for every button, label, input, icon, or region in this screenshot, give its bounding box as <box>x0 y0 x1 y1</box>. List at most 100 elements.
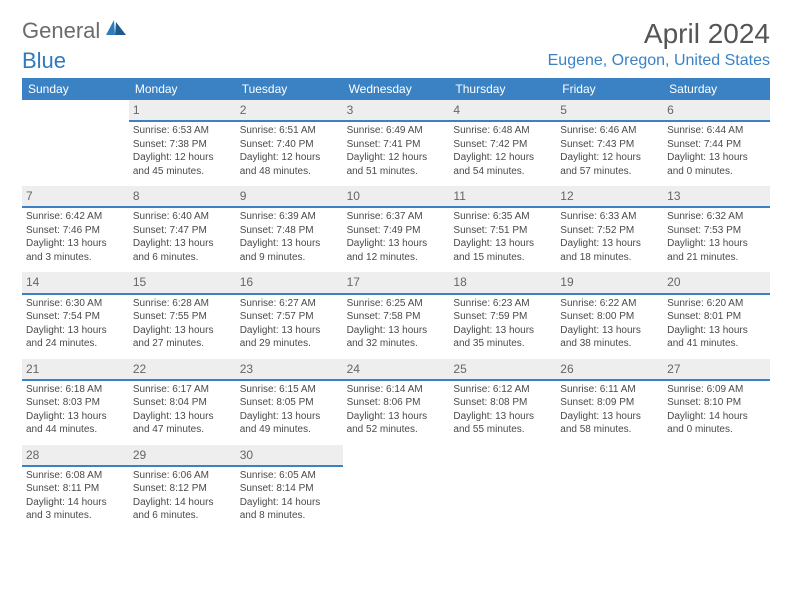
date-number: 11 <box>449 186 556 208</box>
daylight-line: Daylight: 12 hours and 48 minutes. <box>240 151 339 178</box>
sunset-line: Sunset: 7:59 PM <box>453 310 552 324</box>
date-number: 1 <box>129 100 236 122</box>
sunrise-line: Sunrise: 6:22 AM <box>560 297 659 311</box>
sunset-line: Sunset: 8:05 PM <box>240 396 339 410</box>
day-cell: 11Sunrise: 6:35 AMSunset: 7:51 PMDayligh… <box>449 186 556 272</box>
date-number: 5 <box>556 100 663 122</box>
day-cell: 9 Sunrise: 6:39 AMSunset: 7:48 PMDaylight… <box>236 186 343 272</box>
sunset-line: Sunset: 7:38 PM <box>133 138 232 152</box>
date-number: 20 <box>663 272 770 294</box>
sunrise-line: Sunrise: 6:33 AM <box>560 210 659 224</box>
day-cell: 27 Sunrise: 6:09 AMSunset: 8:10 PMDayligh… <box>663 359 770 445</box>
sunrise-line: Sunrise: 6:14 AM <box>347 383 446 397</box>
sunset-line: Sunset: 7:41 PM <box>347 138 446 152</box>
sunrise-line: Sunrise: 6:48 AM <box>453 124 552 138</box>
sunrise-line: Sunrise: 6:28 AM <box>133 297 232 311</box>
sunrise-line: Sunrise: 6:08 AM <box>26 469 125 483</box>
date-number: 9 <box>236 186 343 208</box>
date-number: 28 <box>22 445 129 467</box>
day-header: Wednesday <box>343 78 450 100</box>
location-text: Eugene, Oregon, United States <box>548 52 770 70</box>
sunset-line: Sunset: 7:46 PM <box>26 224 125 238</box>
date-number: 3 <box>343 100 450 122</box>
sunset-line: Sunset: 8:00 PM <box>560 310 659 324</box>
day-cell: 23Sunrise: 6:15 AMSunset: 8:05 PMDayligh… <box>236 359 343 445</box>
sunset-line: Sunset: 8:10 PM <box>667 396 766 410</box>
daylight-line: Daylight: 12 hours and 57 minutes. <box>560 151 659 178</box>
day-cell: 12Sunrise: 6:33 AMSunset: 7:52 PMDayligh… <box>556 186 663 272</box>
date-number: 6 <box>663 100 770 122</box>
sunset-line: Sunset: 8:09 PM <box>560 396 659 410</box>
date-number: 30 <box>236 445 343 467</box>
daylight-line: Daylight: 13 hours and 58 minutes. <box>560 410 659 437</box>
logo-blue-text: Blue <box>22 48 66 74</box>
sunset-line: Sunset: 8:14 PM <box>240 482 339 496</box>
date-number: 23 <box>236 359 343 381</box>
daylight-line: Daylight: 14 hours and 6 minutes. <box>133 496 232 523</box>
day-cell: 8Sunrise: 6:40 AMSunset: 7:47 PMDaylight… <box>129 186 236 272</box>
sunrise-line: Sunrise: 6:12 AM <box>453 383 552 397</box>
sunset-line: Sunset: 7:49 PM <box>347 224 446 238</box>
sunset-line: Sunset: 8:04 PM <box>133 396 232 410</box>
date-number: 10 <box>343 186 450 208</box>
day-cell: 10Sunrise: 6:37 AMSunset: 7:49 PMDayligh… <box>343 186 450 272</box>
daylight-line: Daylight: 13 hours and 18 minutes. <box>560 237 659 264</box>
date-number: 15 <box>129 272 236 294</box>
daylight-line: Daylight: 13 hours and 29 minutes. <box>240 324 339 351</box>
sunset-line: Sunset: 7:54 PM <box>26 310 125 324</box>
daylight-line: Daylight: 12 hours and 45 minutes. <box>133 151 232 178</box>
sunset-line: Sunset: 7:48 PM <box>240 224 339 238</box>
sunset-line: Sunset: 8:12 PM <box>133 482 232 496</box>
date-number: 19 <box>556 272 663 294</box>
sunrise-line: Sunrise: 6:53 AM <box>133 124 232 138</box>
logo: General <box>22 18 130 44</box>
day-cell: 19Sunrise: 6:22 AMSunset: 8:00 PMDayligh… <box>556 272 663 358</box>
daylight-line: Daylight: 13 hours and 12 minutes. <box>347 237 446 264</box>
daylight-line: Daylight: 13 hours and 32 minutes. <box>347 324 446 351</box>
sunset-line: Sunset: 7:43 PM <box>560 138 659 152</box>
daylight-line: Daylight: 14 hours and 8 minutes. <box>240 496 339 523</box>
sunset-line: Sunset: 8:11 PM <box>26 482 125 496</box>
day-cell: 15Sunrise: 6:28 AMSunset: 7:55 PMDayligh… <box>129 272 236 358</box>
day-cell: 24Sunrise: 6:14 AMSunset: 8:06 PMDayligh… <box>343 359 450 445</box>
sunset-line: Sunset: 7:58 PM <box>347 310 446 324</box>
date-number: 18 <box>449 272 556 294</box>
date-number: 17 <box>343 272 450 294</box>
day-cell: 26Sunrise: 6:11 AMSunset: 8:09 PMDayligh… <box>556 359 663 445</box>
day-cell: 18Sunrise: 6:23 AMSunset: 7:59 PMDayligh… <box>449 272 556 358</box>
sunrise-line: Sunrise: 6:09 AM <box>667 383 766 397</box>
day-cell: 22Sunrise: 6:17 AMSunset: 8:04 PMDayligh… <box>129 359 236 445</box>
day-header: Tuesday <box>236 78 343 100</box>
sunrise-line: Sunrise: 6:18 AM <box>26 383 125 397</box>
month-title: April 2024 <box>548 18 770 50</box>
date-number: 12 <box>556 186 663 208</box>
daylight-line: Daylight: 13 hours and 24 minutes. <box>26 324 125 351</box>
date-number: 24 <box>343 359 450 381</box>
date-number: 2 <box>236 100 343 122</box>
daylight-line: Daylight: 13 hours and 52 minutes. <box>347 410 446 437</box>
day-cell: 13Sunrise: 6:32 AMSunset: 7:53 PMDayligh… <box>663 186 770 272</box>
sunset-line: Sunset: 7:57 PM <box>240 310 339 324</box>
daylight-line: Daylight: 12 hours and 51 minutes. <box>347 151 446 178</box>
daylight-line: Daylight: 13 hours and 15 minutes. <box>453 237 552 264</box>
sunrise-line: Sunrise: 6:49 AM <box>347 124 446 138</box>
sunset-line: Sunset: 7:44 PM <box>667 138 766 152</box>
day-cell: 30Sunrise: 6:05 AMSunset: 8:14 PMDayligh… <box>236 445 343 531</box>
date-number: 16 <box>236 272 343 294</box>
daylight-line: Daylight: 14 hours and 0 minutes. <box>667 410 766 437</box>
title-block: April 2024 Eugene, Oregon, United States <box>548 18 770 70</box>
sunrise-line: Sunrise: 6:11 AM <box>560 383 659 397</box>
date-number: 27 <box>663 359 770 381</box>
day-cell: 6Sunrise: 6:44 AMSunset: 7:44 PMDaylight… <box>663 100 770 186</box>
sunset-line: Sunset: 7:40 PM <box>240 138 339 152</box>
day-cell: 3 Sunrise: 6:49 AMSunset: 7:41 PMDaylight… <box>343 100 450 186</box>
sunrise-line: Sunrise: 6:39 AM <box>240 210 339 224</box>
daylight-line: Daylight: 13 hours and 9 minutes. <box>240 237 339 264</box>
daylight-line: Daylight: 13 hours and 44 minutes. <box>26 410 125 437</box>
daylight-line: Daylight: 13 hours and 35 minutes. <box>453 324 552 351</box>
day-cell: 17 Sunrise: 6:25 AMSunset: 7:58 PMDayligh… <box>343 272 450 358</box>
sunrise-line: Sunrise: 6:15 AM <box>240 383 339 397</box>
daylight-line: Daylight: 13 hours and 41 minutes. <box>667 324 766 351</box>
daylight-line: Daylight: 13 hours and 47 minutes. <box>133 410 232 437</box>
sunrise-line: Sunrise: 6:25 AM <box>347 297 446 311</box>
